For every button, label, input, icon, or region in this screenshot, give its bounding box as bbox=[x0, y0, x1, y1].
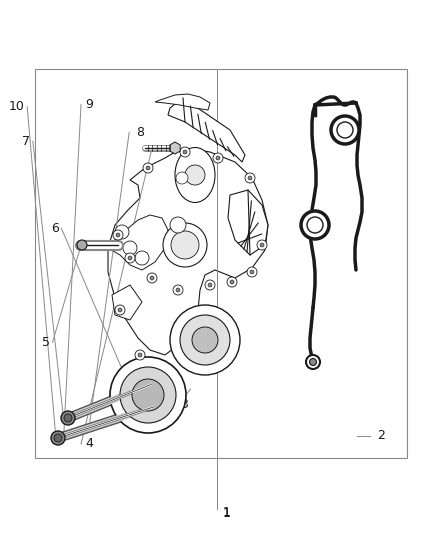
Circle shape bbox=[185, 165, 205, 185]
Circle shape bbox=[163, 223, 207, 267]
Circle shape bbox=[115, 305, 125, 315]
Text: 4: 4 bbox=[85, 438, 93, 450]
Circle shape bbox=[260, 243, 264, 247]
Circle shape bbox=[147, 273, 157, 283]
Text: 1: 1 bbox=[223, 506, 231, 519]
Text: 2: 2 bbox=[377, 430, 385, 442]
Circle shape bbox=[337, 122, 353, 138]
Circle shape bbox=[331, 116, 359, 144]
Text: 1: 1 bbox=[223, 507, 230, 520]
Circle shape bbox=[208, 283, 212, 287]
Circle shape bbox=[146, 166, 150, 170]
Text: 7: 7 bbox=[22, 135, 30, 148]
Circle shape bbox=[216, 156, 220, 160]
Circle shape bbox=[173, 285, 183, 295]
Circle shape bbox=[64, 414, 72, 422]
Text: 9: 9 bbox=[85, 98, 93, 111]
Circle shape bbox=[205, 280, 215, 290]
Circle shape bbox=[128, 256, 132, 260]
Polygon shape bbox=[155, 94, 210, 110]
Circle shape bbox=[170, 217, 186, 233]
Circle shape bbox=[230, 280, 234, 284]
Polygon shape bbox=[168, 98, 245, 162]
Circle shape bbox=[306, 355, 320, 369]
Circle shape bbox=[51, 431, 65, 445]
Circle shape bbox=[301, 211, 329, 239]
Polygon shape bbox=[112, 285, 142, 320]
Circle shape bbox=[310, 359, 317, 366]
Circle shape bbox=[61, 411, 75, 425]
Circle shape bbox=[176, 288, 180, 292]
Circle shape bbox=[213, 153, 223, 163]
Circle shape bbox=[132, 379, 164, 411]
Circle shape bbox=[143, 163, 153, 173]
Circle shape bbox=[54, 434, 62, 442]
Circle shape bbox=[247, 267, 257, 277]
Text: 3: 3 bbox=[180, 398, 187, 410]
Circle shape bbox=[116, 233, 120, 237]
Circle shape bbox=[192, 327, 218, 353]
Circle shape bbox=[307, 217, 323, 233]
Circle shape bbox=[245, 173, 255, 183]
Circle shape bbox=[77, 240, 87, 250]
Circle shape bbox=[227, 277, 237, 287]
Circle shape bbox=[135, 350, 145, 360]
Circle shape bbox=[138, 353, 142, 357]
Circle shape bbox=[180, 147, 190, 157]
Circle shape bbox=[118, 308, 122, 312]
Circle shape bbox=[176, 172, 188, 184]
Circle shape bbox=[113, 230, 123, 240]
Text: 5: 5 bbox=[42, 336, 50, 349]
Circle shape bbox=[110, 357, 186, 433]
Circle shape bbox=[120, 367, 176, 423]
Circle shape bbox=[248, 176, 252, 180]
Text: 8: 8 bbox=[136, 126, 144, 139]
Circle shape bbox=[135, 251, 149, 265]
Polygon shape bbox=[105, 215, 168, 270]
Circle shape bbox=[170, 305, 240, 375]
Text: 6: 6 bbox=[51, 222, 59, 235]
Ellipse shape bbox=[175, 148, 215, 203]
Polygon shape bbox=[108, 148, 268, 355]
Circle shape bbox=[250, 270, 254, 274]
Bar bbox=[35, 69, 407, 458]
Circle shape bbox=[115, 225, 129, 239]
Circle shape bbox=[150, 276, 154, 280]
Circle shape bbox=[123, 241, 137, 255]
Circle shape bbox=[183, 150, 187, 154]
Text: 10: 10 bbox=[8, 100, 24, 113]
Circle shape bbox=[257, 240, 267, 250]
Circle shape bbox=[171, 231, 199, 259]
Circle shape bbox=[180, 315, 230, 365]
Polygon shape bbox=[228, 190, 268, 255]
Circle shape bbox=[125, 253, 135, 263]
